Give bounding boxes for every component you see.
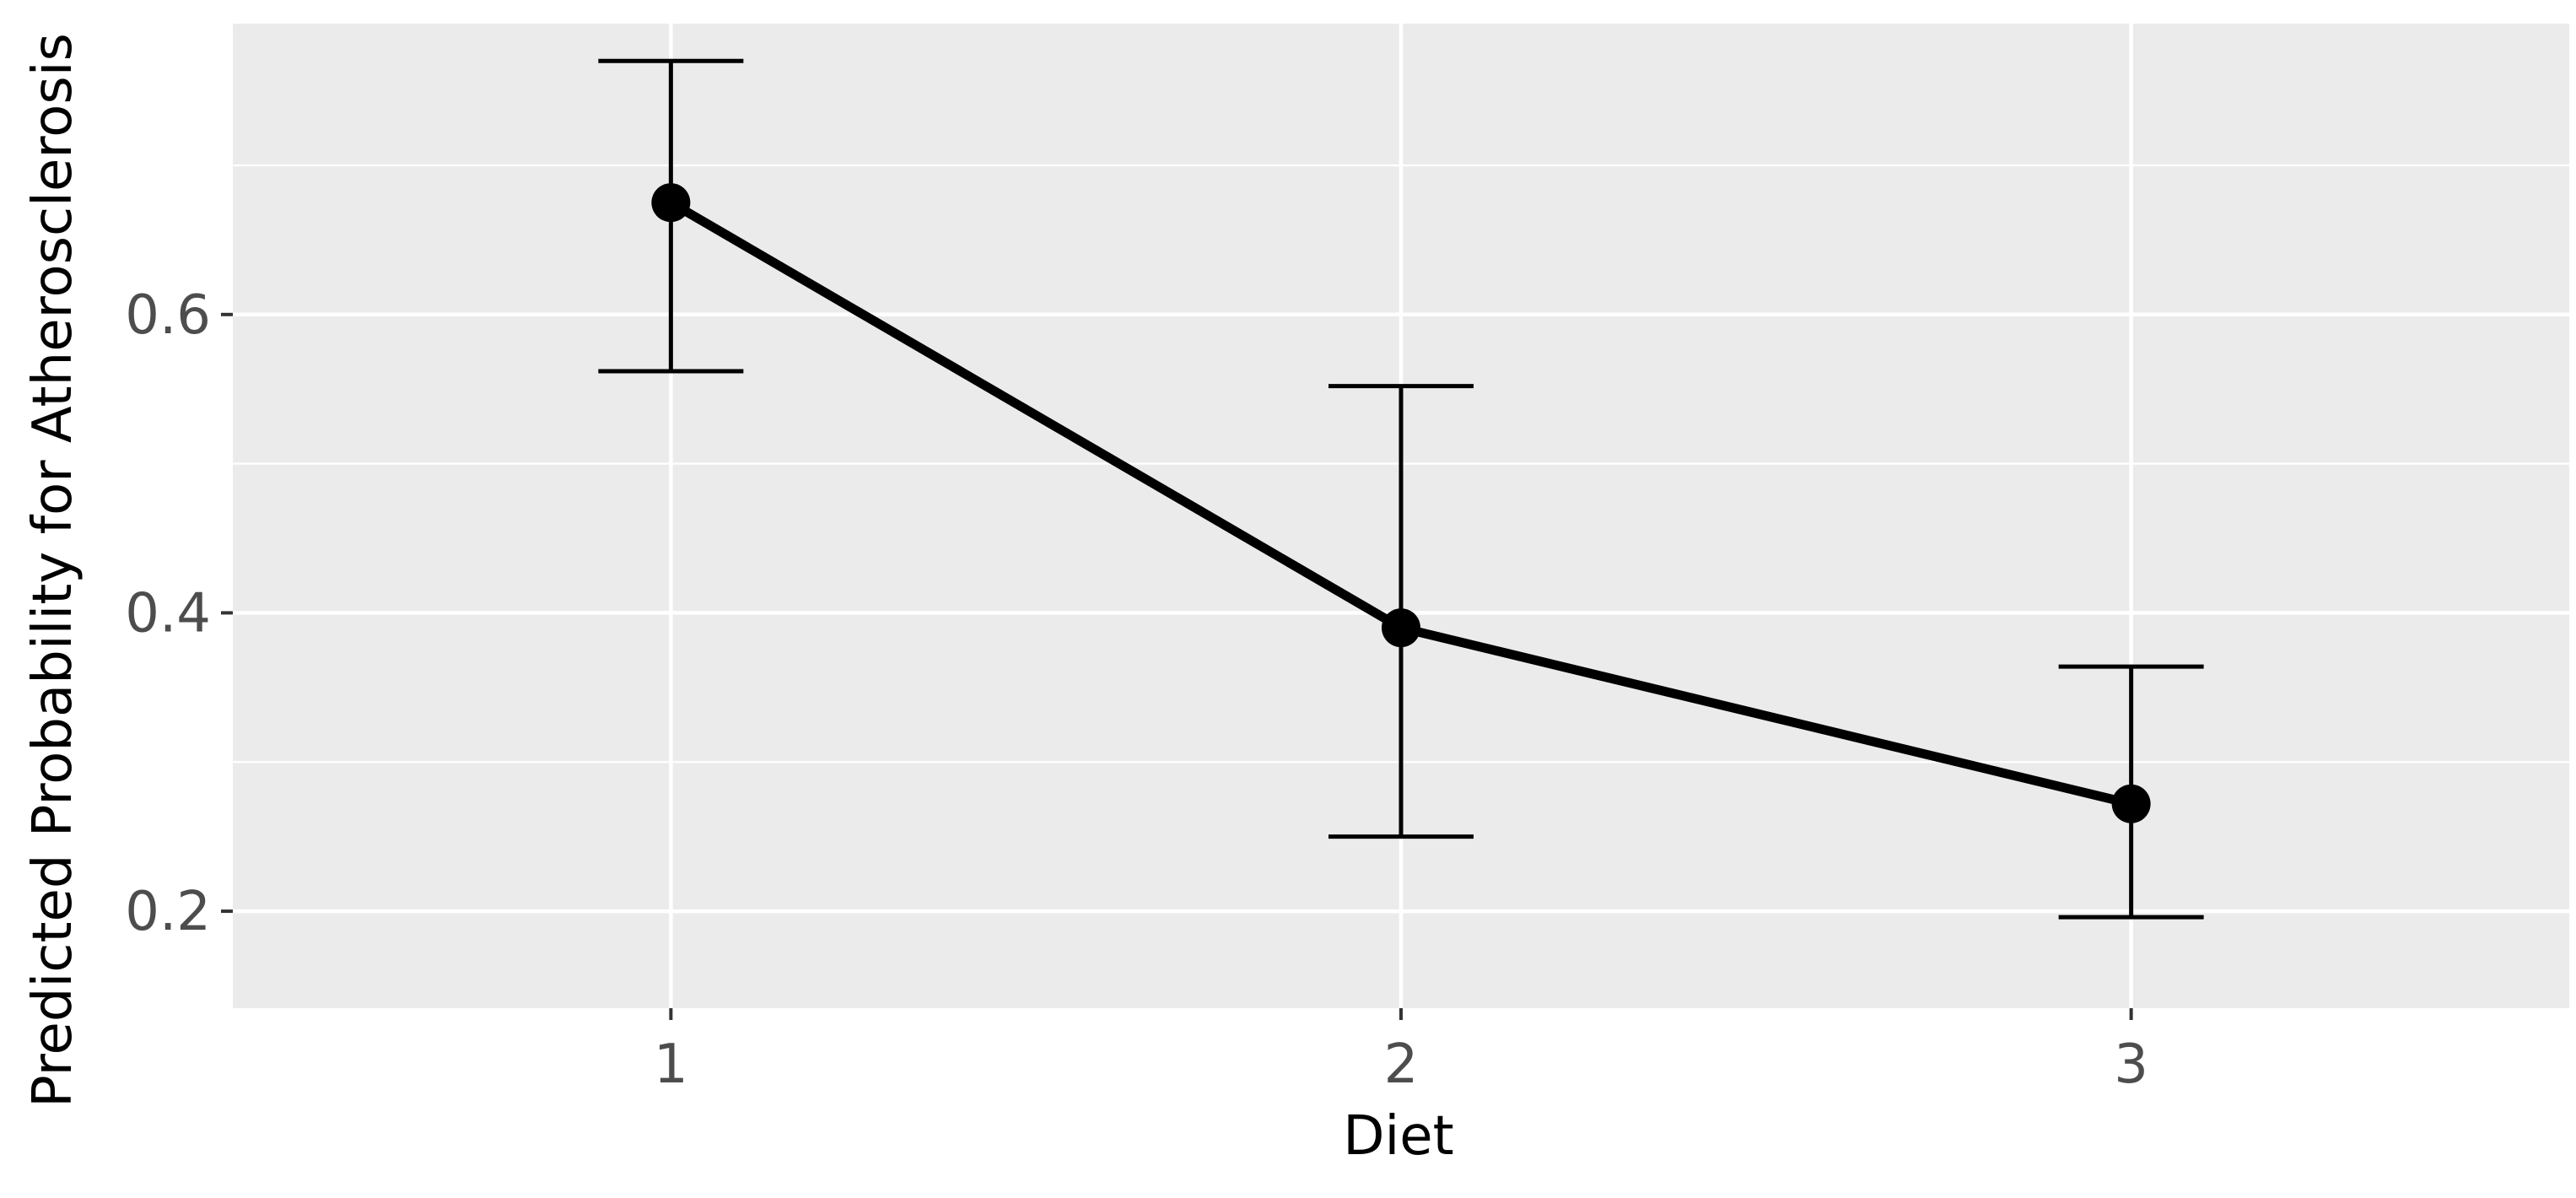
ticks-layer: 0.2 0.4 0.6 1 2 3 (125, 284, 2148, 1096)
x-tick-label-1: 2 (1384, 1033, 1419, 1096)
data-point-0-2 (2111, 784, 2151, 823)
data-point-0-1 (1382, 608, 1420, 648)
data-point-0-0 (651, 183, 691, 223)
x-axis-title: Diet (1343, 1105, 1454, 1168)
y-tick-label-2: 0.6 (125, 284, 211, 347)
y-tick-label-1: 0.4 (125, 582, 211, 645)
x-tick-label-2: 3 (2114, 1033, 2148, 1096)
points-layer (651, 183, 2151, 823)
y-tick-label-0: 0.2 (125, 881, 211, 943)
y-axis-title: Predicted Probability for Atherosclerosi… (22, 33, 84, 1108)
x-tick-label-0: 1 (654, 1033, 688, 1096)
